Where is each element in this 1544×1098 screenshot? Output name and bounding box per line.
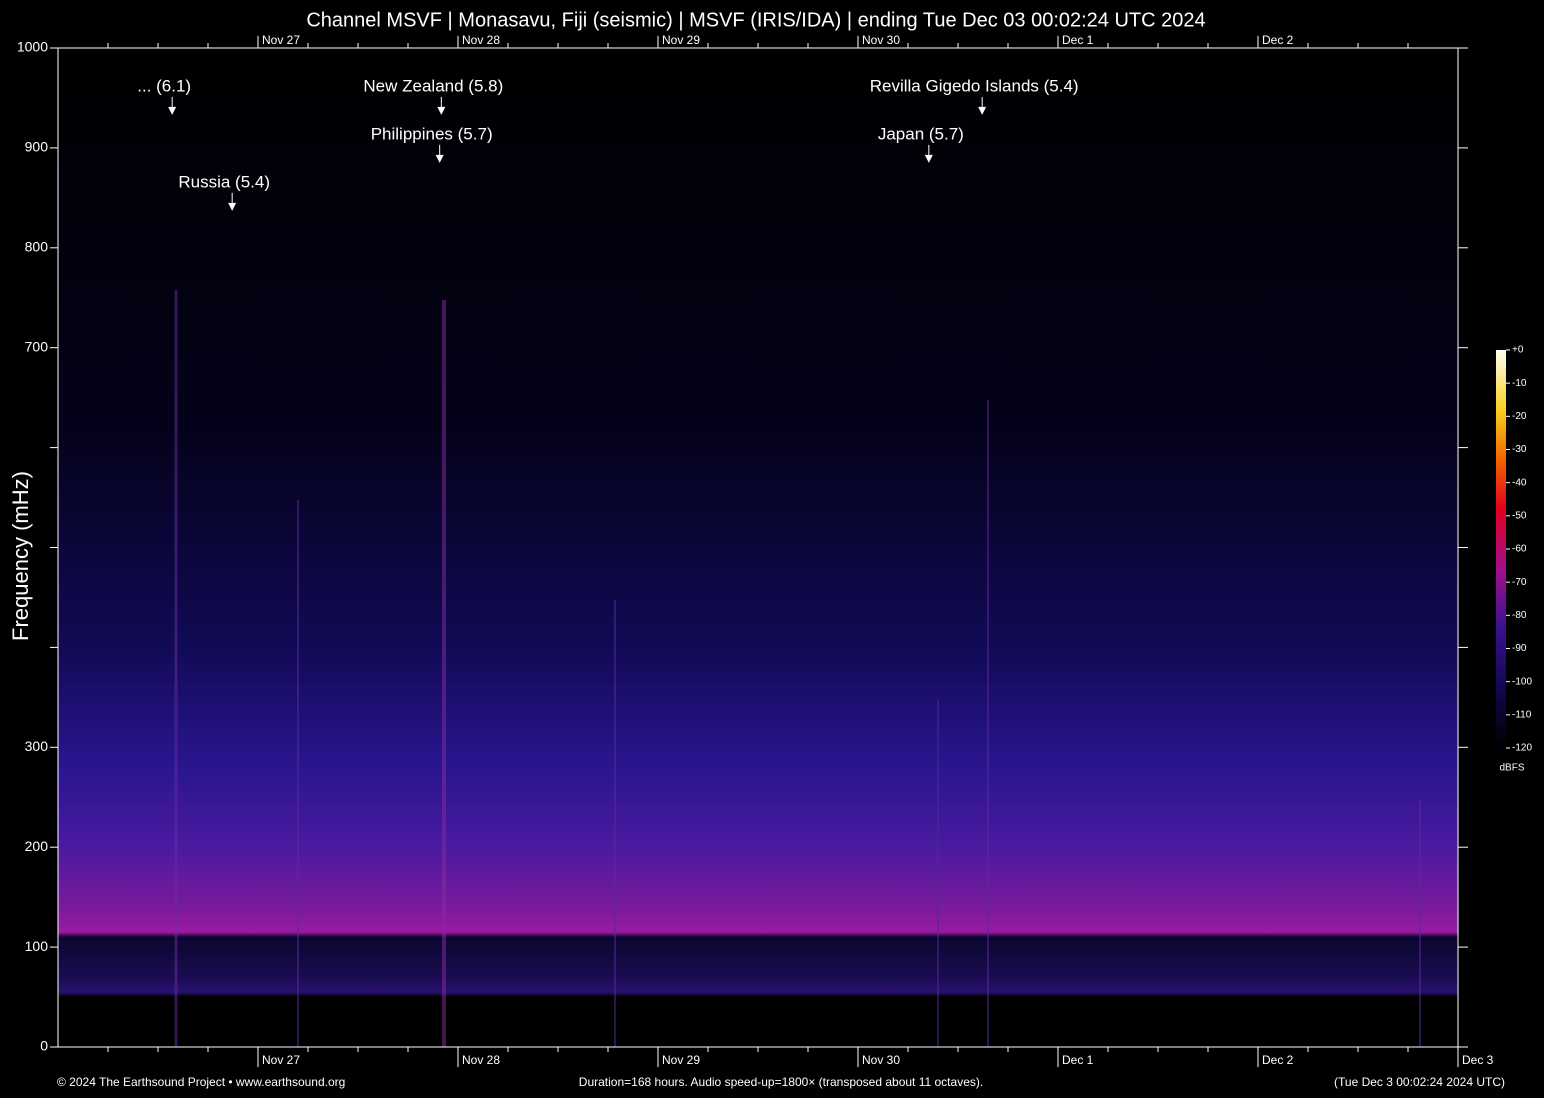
colorbar-tick-label: -120	[1512, 743, 1532, 754]
colorbar-tick-label: -80	[1512, 610, 1527, 621]
y-tick-label: 200	[25, 838, 49, 854]
x-tick-label-top: Nov 27	[262, 33, 300, 47]
event-label: New Zealand (5.8)	[363, 76, 503, 95]
y-axis-label: Frequency (mHz)	[8, 471, 33, 641]
x-tick-label: Nov 29	[662, 1053, 700, 1067]
event-label: Russia (5.4)	[178, 172, 270, 191]
x-tick-label: Nov 30	[862, 1053, 900, 1067]
event-arrow-head	[435, 154, 444, 163]
event-label: Japan (5.7)	[878, 124, 964, 143]
colorbar-tick-label: -100	[1512, 676, 1532, 687]
event-label: Philippines (5.7)	[371, 124, 493, 143]
event-arrow-head	[228, 202, 237, 211]
event-streaks	[174, 290, 1421, 1047]
colorbar	[1496, 350, 1506, 748]
x-tick-label-top: Dec 2	[1262, 33, 1294, 47]
y-tick-label: 700	[25, 338, 49, 354]
x-tick-label: Dec 2	[1262, 1053, 1294, 1067]
event-arrow-head	[978, 106, 987, 115]
event-arrow-head	[437, 106, 446, 115]
colorbar-tick-label: -110	[1512, 709, 1532, 720]
footer-left: © 2024 The Earthsound Project • www.eart…	[57, 1075, 345, 1089]
x-tick-label: Nov 27	[262, 1053, 300, 1067]
y-tick-label: 100	[25, 938, 49, 954]
colorbar-tick-label: -30	[1512, 444, 1527, 455]
colorbar-tick-label: -40	[1512, 477, 1527, 488]
colorbar-label: dBFS	[1499, 763, 1524, 774]
y-tick-label: 900	[25, 139, 49, 155]
y-tick-label: 300	[25, 738, 49, 754]
x-tick-label-top: Nov 30	[862, 33, 900, 47]
y-tick-label: 1000	[17, 39, 48, 55]
event-arrow-head	[168, 106, 177, 115]
colorbar-tick-label: -10	[1512, 378, 1527, 389]
y-tick-label: 800	[25, 239, 49, 255]
colorbar-tick-label: -20	[1512, 411, 1527, 422]
x-tick-label-top: Dec 1	[1062, 33, 1094, 47]
colorbar-tick-label: -90	[1512, 643, 1527, 654]
chart-title: Channel MSVF | Monasavu, Fiji (seismic) …	[306, 9, 1205, 31]
x-tick-label: Dec 1	[1062, 1053, 1094, 1067]
footer-center: Duration=168 hours. Audio speed-up=1800×…	[579, 1075, 983, 1089]
footer-right: (Tue Dec 3 00:02:24 2024 UTC)	[1334, 1075, 1505, 1089]
event-label: ... (6.1)	[137, 76, 191, 95]
x-tick-label-top: Nov 29	[662, 33, 700, 47]
x-tick-label: Nov 28	[462, 1053, 500, 1067]
colorbar-tick-label: -50	[1512, 510, 1527, 521]
spectrogram	[58, 48, 1458, 1047]
colorbar-tick-label: -70	[1512, 577, 1527, 588]
colorbar-tick-label: -60	[1512, 544, 1527, 555]
y-tick-label: 0	[40, 1038, 48, 1054]
colorbar-tick-label: +0	[1512, 345, 1524, 356]
event-arrow-head	[924, 154, 933, 163]
x-tick-label-top: Nov 28	[462, 33, 500, 47]
event-label: Revilla Gigedo Islands (5.4)	[870, 76, 1079, 95]
x-tick-label: Dec 3	[1462, 1053, 1494, 1067]
